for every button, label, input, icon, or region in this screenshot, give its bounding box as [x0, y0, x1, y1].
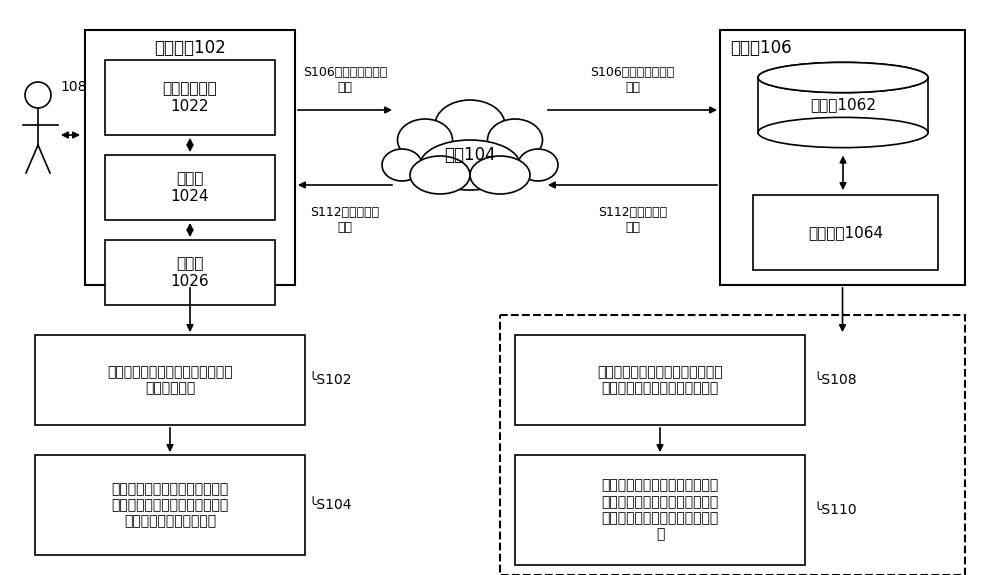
Ellipse shape [488, 119, 542, 161]
Text: 处理器
1024: 处理器 1024 [171, 171, 209, 204]
Ellipse shape [435, 100, 505, 150]
Ellipse shape [758, 62, 928, 93]
Ellipse shape [470, 156, 530, 194]
Text: 网络104: 网络104 [444, 146, 496, 164]
Bar [35, 455, 305, 555]
Ellipse shape [410, 156, 470, 194]
Ellipse shape [518, 149, 558, 181]
Text: S112，返回特写
画面: S112，返回特写 画面 [310, 206, 380, 234]
Text: S106，发送目标操作
区域: S106，发送目标操作 区域 [590, 66, 675, 94]
Bar [753, 195, 938, 270]
Ellipse shape [398, 119, 452, 161]
Text: 服务器106: 服务器106 [730, 39, 792, 57]
Bar [720, 30, 965, 285]
Bar [35, 335, 305, 425]
Text: 存储器
1026: 存储器 1026 [171, 256, 209, 289]
Ellipse shape [758, 117, 928, 148]
Bar [105, 60, 275, 135]
Text: 人机交互屏幕
1022: 人机交互屏幕 1022 [163, 81, 217, 114]
Bar [758, 78, 928, 132]
Ellipse shape [420, 140, 520, 190]
Circle shape [25, 82, 51, 108]
Text: ╰S102: ╰S102 [308, 373, 352, 387]
Bar [500, 315, 965, 575]
Text: ╰S110: ╰S110 [813, 503, 857, 517]
Bar [85, 30, 295, 285]
Text: S112，返回特写
画面: S112，返回特写 画面 [598, 206, 667, 234]
Text: 在合成图像帧序列中，查找与目标
操作区域对应的目标特写区域；: 在合成图像帧序列中，查找与目标 操作区域对应的目标特写区域； [597, 365, 723, 395]
Text: 响应于对目标视频帧画面的触控
操作，确定触控操作在目标视频
帧画面中的目标操作区域: 响应于对目标视频帧画面的触控 操作，确定触控操作在目标视频 帧画面中的目标操作区… [111, 482, 229, 528]
Ellipse shape [758, 62, 928, 93]
Bar [515, 335, 805, 425]
Text: 终端设备102: 终端设备102 [154, 39, 226, 57]
Bar [105, 240, 275, 305]
Text: 在播放客户端展示直播视频中的目
标视频帧画面: 在播放客户端展示直播视频中的目 标视频帧画面 [107, 365, 233, 395]
Text: ╰S108: ╰S108 [813, 373, 857, 387]
Text: 处理引擎1064: 处理引擎1064 [808, 225, 883, 240]
Text: ╰S104: ╰S104 [308, 498, 352, 512]
Bar [515, 455, 805, 565]
Text: 数据库1062: 数据库1062 [810, 98, 876, 113]
Text: S106，发送目标操作
区域: S106，发送目标操作 区域 [303, 66, 387, 94]
Text: 在合成图像帧序列中查找到目标
特写区域的情况下，在播放客户
端展示目标特效区域内的特写画
面: 在合成图像帧序列中查找到目标 特写区域的情况下，在播放客户 端展示目标特效区域内… [601, 479, 719, 541]
Ellipse shape [382, 149, 422, 181]
Bar [105, 155, 275, 220]
Text: 108: 108 [60, 80, 87, 94]
